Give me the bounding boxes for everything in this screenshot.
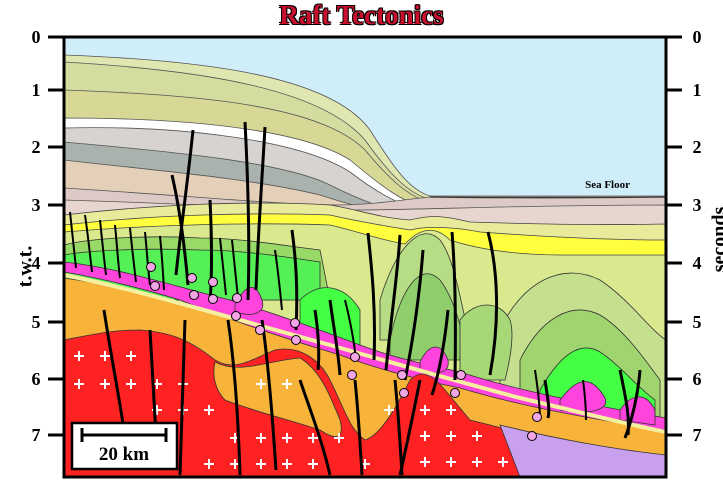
basement-crosses xyxy=(74,351,508,469)
sea-floor-line xyxy=(429,196,667,199)
faults xyxy=(102,121,642,476)
left-tick-2: 2 xyxy=(31,137,41,157)
right-tick-0: 0 xyxy=(692,27,702,47)
right-tick-5: 5 xyxy=(692,312,702,332)
left-tick-0: 0 xyxy=(31,27,41,47)
minor-faults xyxy=(69,211,587,421)
right-tick-3: 3 xyxy=(692,195,702,215)
scale-bar-label: 20 km xyxy=(99,444,149,465)
right-tick-6: 6 xyxy=(692,369,702,389)
left-tick-7: 7 xyxy=(31,425,41,445)
left-tick-6: 6 xyxy=(31,369,41,389)
left-tick-1: 1 xyxy=(31,80,41,100)
left-tick-4: 4 xyxy=(31,253,41,273)
left-tick-3: 3 xyxy=(31,195,41,215)
base-salt-line xyxy=(63,273,667,434)
salt-pillows xyxy=(234,287,656,426)
right-tick-7: 7 xyxy=(692,425,702,445)
right-tick-1: 1 xyxy=(692,80,702,100)
scale-bar xyxy=(80,428,168,442)
tick-marks xyxy=(48,35,682,437)
sea-floor-label: Sea Floor xyxy=(585,179,630,191)
right-tick-4: 4 xyxy=(692,253,702,273)
salt-weld-markers xyxy=(146,262,542,441)
scale-bar-box xyxy=(70,421,179,471)
diagram-title: Raft Tectonics xyxy=(279,0,444,30)
right-tick-2: 2 xyxy=(692,137,702,157)
left-tick-5: 5 xyxy=(31,312,41,332)
diagram-frame xyxy=(62,35,668,479)
